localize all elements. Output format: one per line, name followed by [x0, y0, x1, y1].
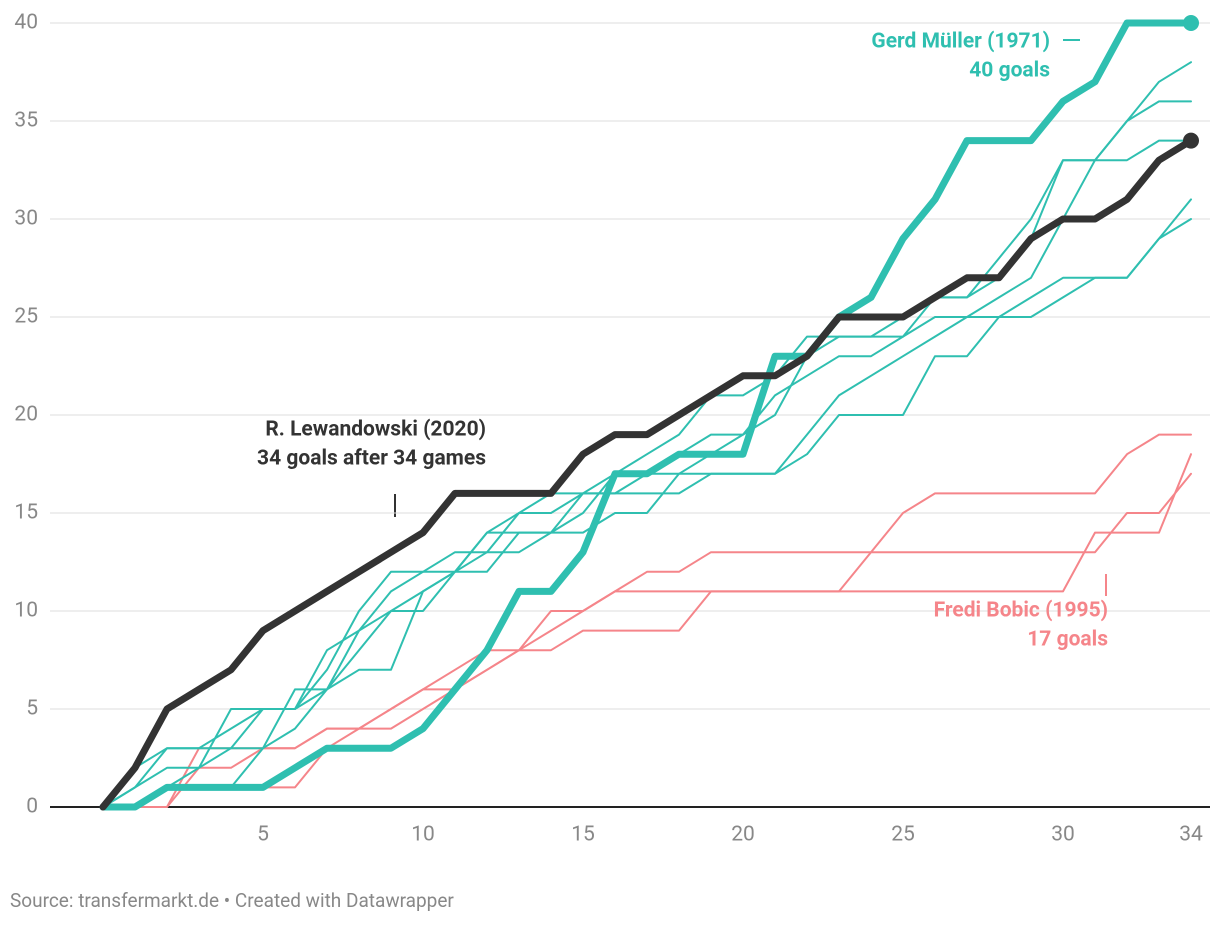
series-line — [102, 198, 1192, 808]
x-tick-label: 5 — [257, 823, 269, 847]
y-tick-label: 40 — [14, 11, 38, 35]
y-tick-label: 15 — [14, 501, 38, 525]
annotation: 40 goals — [969, 59, 1050, 83]
annotation: 17 goals — [1027, 628, 1108, 652]
series-line — [99, 19, 1195, 811]
y-tick-label: 5 — [26, 697, 38, 721]
annotation: Fredi Bobic (1995) — [934, 599, 1108, 623]
series-line — [99, 137, 1195, 811]
x-tick-label: 10 — [411, 823, 435, 847]
series-line — [102, 218, 1192, 808]
series-line — [102, 472, 1192, 808]
y-tick-label: 20 — [14, 403, 38, 427]
source-note: Source: transfermarkt.de • Created with … — [10, 889, 454, 912]
y-tick-label: 0 — [26, 795, 38, 819]
annotation: R. Lewandowski (2020) — [265, 418, 486, 442]
annotation: 34 goals after 34 games — [257, 447, 486, 471]
end-marker — [1183, 132, 1199, 149]
y-tick-label: 30 — [14, 207, 38, 231]
x-tick-label: 30 — [1051, 823, 1075, 847]
x-tick-label: 20 — [731, 823, 755, 847]
series-line — [102, 453, 1192, 808]
y-tick-label: 25 — [14, 305, 38, 329]
x-tick-label: 25 — [891, 823, 915, 847]
x-tick-label: 34 — [1179, 823, 1203, 847]
annotation: Gerd Müller (1971) — [871, 30, 1050, 54]
y-tick-label: 35 — [14, 109, 38, 133]
end-marker — [1183, 15, 1199, 31]
x-tick-label: 15 — [571, 823, 595, 847]
y-tick-label: 10 — [14, 599, 38, 623]
